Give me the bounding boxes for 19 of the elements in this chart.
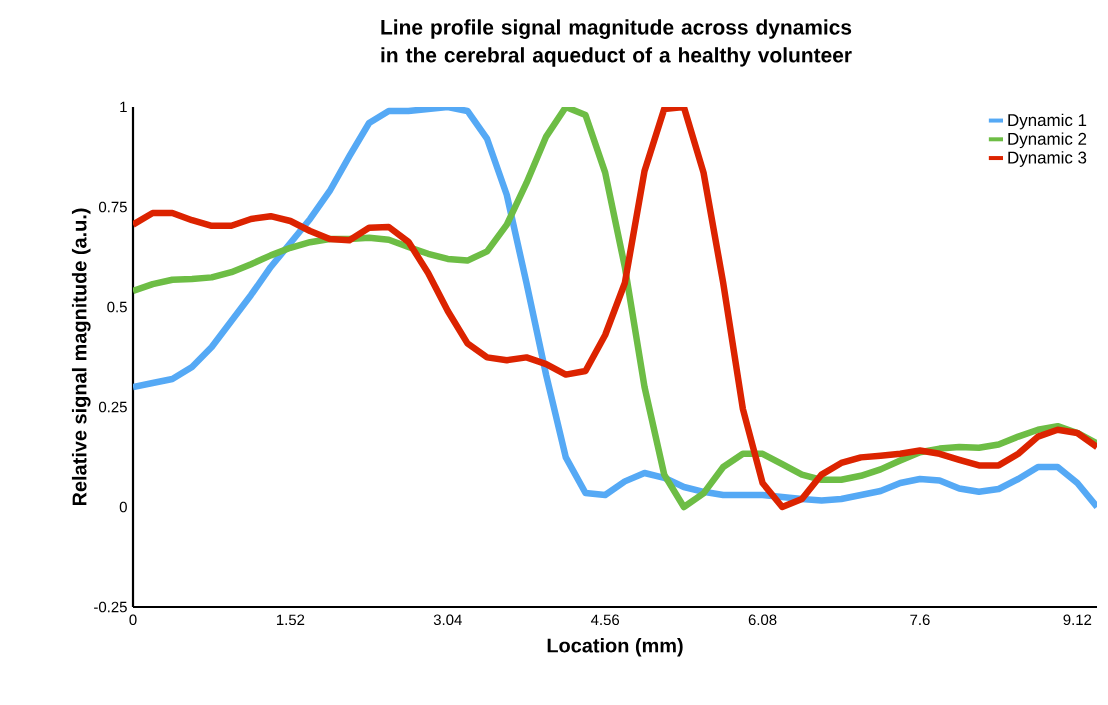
x-tick-label: 4.56	[590, 614, 620, 626]
chart-title: Line profile signal magnitude across dynamics in the cerebral aqueduct of a healthy volunteer	[381, 19, 852, 67]
y-tick-label: 0	[119, 501, 127, 513]
x-tick-label: 3.04	[433, 614, 462, 626]
y-tick-label: 0.5	[107, 301, 127, 313]
x-tick-label: 6.08	[748, 614, 777, 626]
x-axis-title: Location (mm)	[547, 637, 683, 657]
legend-label: Dynamic 3	[1008, 151, 1087, 167]
y-tick-label: 0.25	[98, 401, 127, 413]
legend-label: Dynamic 2	[1008, 132, 1087, 149]
y-tick-label: 0.75	[98, 201, 127, 213]
y-tick-label: 1	[120, 101, 127, 113]
legend-label: Dynamic 1	[1008, 113, 1087, 130]
x-tick-label: 1.52	[276, 614, 305, 626]
y-axis-title: Relative signal magnitude (a.u.)	[71, 208, 91, 506]
x-tick-label: 7.6	[910, 614, 930, 626]
x-tick-label: 9.12	[1063, 614, 1092, 626]
x-tick-label: 0	[129, 614, 137, 626]
y-tick-label: -0.25	[94, 601, 127, 613]
